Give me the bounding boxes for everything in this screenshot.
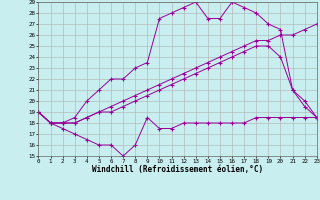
X-axis label: Windchill (Refroidissement éolien,°C): Windchill (Refroidissement éolien,°C)	[92, 165, 263, 174]
